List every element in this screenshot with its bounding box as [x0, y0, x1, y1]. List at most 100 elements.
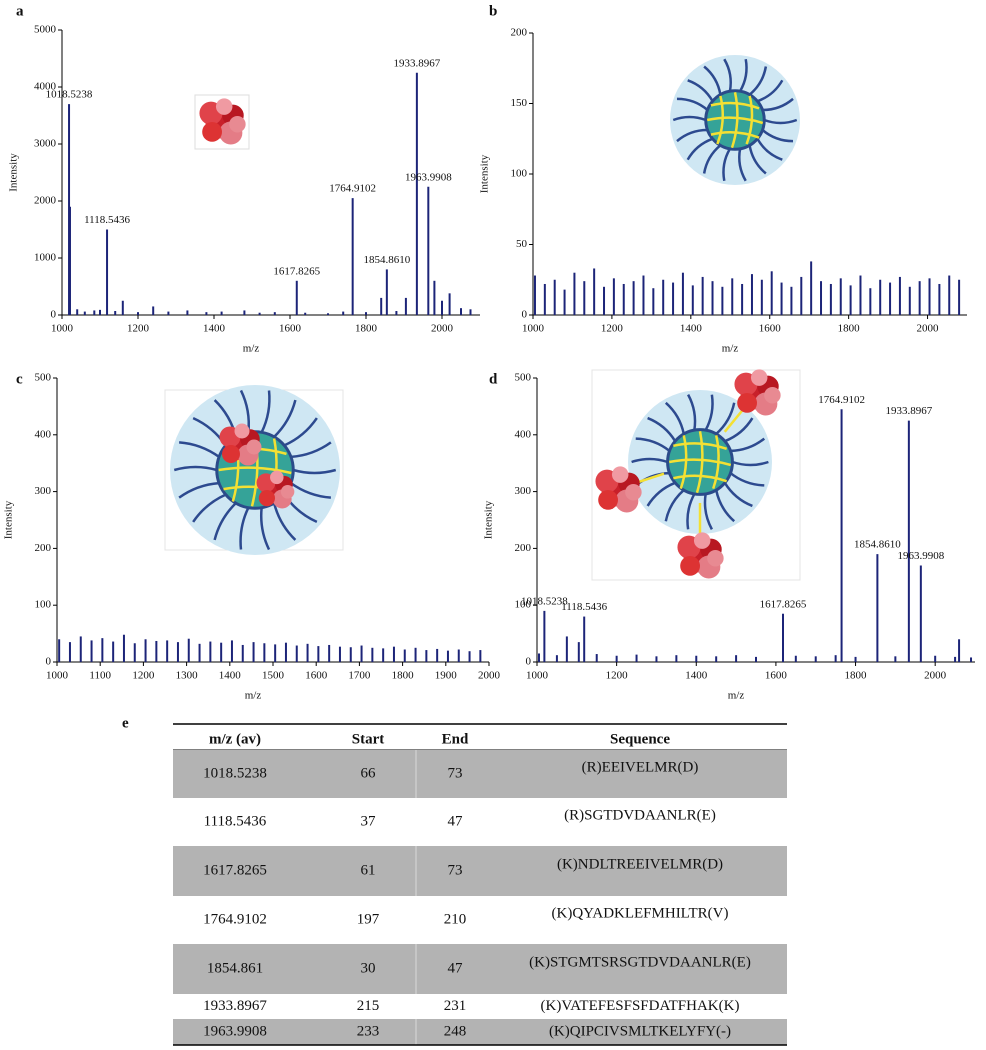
polymer-chain [729, 472, 765, 487]
y-tick-label: 100 [515, 599, 532, 611]
table-cell: 47 [448, 813, 464, 829]
y-tick-label: 100 [511, 168, 528, 180]
polymer-chain [723, 482, 753, 508]
table-cell: 73 [448, 765, 463, 781]
polymer-chain [763, 118, 798, 125]
table-cell: 1854.861 [207, 960, 263, 976]
y-tick-label: 5000 [34, 24, 57, 36]
y-tick-label: 50 [516, 238, 528, 250]
polymer-chain [192, 493, 227, 523]
polymer-chain [732, 460, 769, 467]
y-axis-label: Intensity [479, 154, 491, 193]
x-tick-label: 1100 [89, 670, 111, 682]
protein-blob [222, 445, 240, 463]
polymer-chain [290, 482, 331, 499]
x-axis-label: m/z [243, 343, 260, 355]
table-cell: 231 [444, 998, 467, 1014]
y-tick-label: 400 [35, 428, 52, 440]
crosslink [679, 435, 688, 490]
x-tick-label: 1300 [176, 670, 199, 682]
table-header: Sequence [610, 731, 670, 747]
table-cell: 37 [361, 813, 377, 829]
peak-label: 1963.9908 [405, 171, 452, 183]
peak-label: 1764.9102 [818, 394, 865, 406]
x-tick-label: 2000 [924, 670, 947, 682]
polymer-chain [686, 493, 696, 530]
protein-blob [611, 466, 629, 483]
polymer-chain [213, 502, 237, 541]
table-cell: 1764.9102 [203, 911, 267, 927]
crosslink [730, 91, 739, 149]
polymer-chain [703, 493, 713, 530]
table-cell: 248 [444, 1023, 467, 1039]
polymer-chain [631, 457, 668, 464]
table-row-shade [173, 846, 787, 896]
table-cell: 1617.8265 [203, 862, 267, 878]
polymer-chain [676, 97, 709, 111]
peak-label: 1933.8967 [394, 57, 441, 69]
polymer-chain [686, 137, 714, 161]
table-header: m/z (av) [209, 731, 261, 747]
polymer-chain [704, 394, 714, 431]
protein-blob [270, 470, 284, 485]
x-tick-label: 1200 [601, 323, 624, 335]
protein-blob [234, 423, 250, 439]
polymer-chain [179, 441, 220, 458]
crosslink [673, 442, 728, 450]
crosslink [706, 116, 764, 125]
x-tick-label: 1000 [522, 323, 545, 335]
polymer-chain [676, 128, 708, 143]
x-axis-label: m/z [722, 343, 739, 355]
polymer-chain [687, 79, 714, 102]
crosslink [218, 466, 292, 475]
table-cell: 1118.5436 [204, 813, 267, 829]
peak-label: 1118.5436 [84, 214, 130, 226]
y-tick-label: 300 [515, 485, 532, 497]
polymer-chain [273, 399, 297, 438]
table-cell: 210 [444, 911, 467, 927]
protein-blob [215, 98, 233, 115]
x-tick-label: 1000 [526, 670, 549, 682]
table-cell: (K)QYADKLEFMHILTR(V) [552, 905, 729, 921]
x-tick-label: 1800 [392, 670, 415, 682]
crosslink [710, 101, 760, 110]
y-tick-label: 100 [35, 599, 52, 611]
y-tick-label: 0 [51, 309, 57, 321]
y-tick-label: 300 [35, 485, 52, 497]
y-tick-label: 400 [515, 428, 532, 440]
protein-blob [258, 490, 275, 507]
x-tick-label: 1800 [355, 323, 378, 335]
x-tick-label: 1600 [765, 670, 788, 682]
protein-blob [693, 532, 711, 549]
table-cell: 47 [448, 960, 464, 976]
y-tick-label: 0 [526, 656, 532, 668]
polymer-chain [664, 401, 686, 435]
x-tick-label: 1000 [46, 670, 69, 682]
polymer-chain [292, 468, 337, 475]
table-cell: 1933.8967 [203, 998, 267, 1014]
polymer-chain [646, 481, 676, 507]
x-tick-label: 1700 [348, 670, 371, 682]
polymer-chain [635, 437, 671, 452]
x-tick-label: 1400 [203, 323, 226, 335]
panel-label: d [489, 371, 498, 387]
x-tick-label: 1500 [262, 670, 285, 682]
x-tick-label: 1200 [606, 670, 629, 682]
protein-blob [625, 483, 642, 501]
x-tick-label: 1400 [685, 670, 708, 682]
polymer-chain [756, 79, 784, 103]
table-cell: 30 [361, 960, 376, 976]
table-cell: (K)QIPCIVSMLTKELYFY(-) [549, 1023, 731, 1039]
table-cell: 1963.9908 [203, 1023, 267, 1039]
polymer-chain [260, 390, 271, 433]
peak-label: 1018.5238 [46, 89, 93, 101]
peak-label: 1617.8265 [760, 598, 807, 610]
crosslink [712, 435, 720, 490]
polymer-chain [283, 417, 318, 447]
polymer-chain [702, 144, 722, 174]
y-axis-label: Intensity [3, 500, 15, 539]
x-tick-label: 1000 [51, 323, 74, 335]
peak-label: 1617.8265 [273, 265, 320, 277]
x-tick-label: 1200 [132, 670, 155, 682]
table-header: Start [352, 731, 385, 747]
